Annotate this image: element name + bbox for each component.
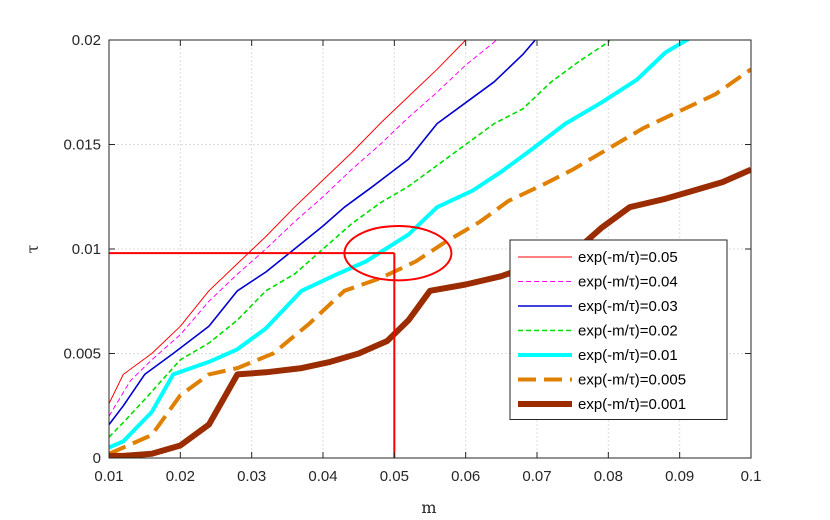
legend-label-4: exp(-m/τ)=0.02 — [578, 323, 678, 340]
series-line-6 — [109, 67, 751, 456]
ticks: 0.01 0.02 0.03 0.04 0.05 0.06 0.07 0.08 0.09 0.1 0… — [63, 32, 761, 485]
y-tick-label: 0.02 — [72, 32, 101, 49]
x-tick-label: 0.02 — [166, 468, 195, 485]
legend: exp(-m/τ)=0.05 exp(-m/τ)=0.04 exp(-m/τ)=0.… — [509, 239, 728, 420]
legend-label-7: exp(-m/τ)=0.001 — [578, 396, 686, 413]
legend-label-2: exp(-m/τ)=0.04 — [578, 274, 678, 291]
legend-label-1: exp(-m/τ)=0.05 — [578, 249, 678, 266]
series-line-3 — [109, 40, 537, 426]
x-tick-label: 0.08 — [594, 468, 623, 485]
y-tick-label: 0.015 — [63, 137, 101, 154]
legend-label-3: exp(-m/τ)=0.03 — [578, 298, 678, 315]
legend-label-6: exp(-m/τ)=0.005 — [578, 372, 686, 389]
y-tick-label: 0.01 — [72, 241, 101, 258]
highlight-ellipse — [343, 225, 453, 282]
annotation-layer — [109, 225, 453, 458]
x-tick-label: 0.04 — [308, 468, 337, 485]
x-axis-label: m — [421, 498, 436, 517]
y-tick-label: 0.005 — [63, 346, 101, 363]
series-layer — [109, 40, 751, 458]
series-line-5 — [109, 40, 691, 450]
series-line-4 — [109, 40, 611, 438]
x-tick-label: 0.01 — [94, 468, 123, 485]
y-axis-label: τ — [23, 244, 42, 253]
legend-label-5: exp(-m/τ)=0.01 — [578, 347, 678, 364]
y-tick-label: 0 — [93, 450, 101, 467]
x-tick-label: 0.09 — [665, 468, 694, 485]
x-tick-label: 0.03 — [237, 468, 266, 485]
x-tick-label: 0.06 — [451, 468, 480, 485]
series-line-2 — [109, 40, 497, 417]
x-tick-label: 0.1 — [741, 468, 762, 485]
series-line-1 — [109, 40, 467, 404]
series-line-7 — [109, 166, 751, 458]
x-tick-label: 0.07 — [522, 468, 551, 485]
x-tick-label: 0.05 — [380, 468, 409, 485]
